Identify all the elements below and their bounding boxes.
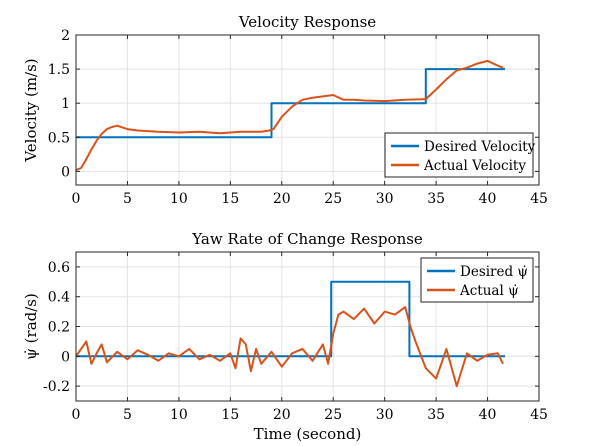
legend-label-1: Desired Velocity	[424, 139, 536, 155]
legend-label-2: Actual ψ̇	[459, 283, 519, 299]
legend-label-2: Actual Velocity	[423, 158, 526, 174]
series-group	[75, 59, 505, 171]
x-tick-label: 20	[273, 407, 291, 423]
x-tick-label: 45	[530, 191, 548, 207]
y-axis-label: ψ̇ (rad/s)	[22, 293, 40, 360]
x-tick-label: 10	[170, 191, 188, 207]
y-tick-label: 0.6	[48, 260, 70, 276]
y-axis: 0 0.5 1 1.5 2	[48, 28, 539, 180]
y-tick-label: 0	[61, 349, 70, 365]
y-tick-label: 0.5	[48, 130, 70, 146]
chart-title: Velocity Response	[238, 13, 376, 31]
y-axis: -0.2 0 0.2 0.4 0.6	[43, 260, 539, 395]
series-line-2	[75, 306, 504, 388]
y-tick-label: 0.2	[48, 320, 70, 336]
series-line-2	[75, 59, 504, 171]
y-tick-label: 1.5	[48, 62, 70, 78]
x-tick-label: 0	[72, 407, 81, 423]
x-tick-label: 15	[221, 407, 239, 423]
x-tick-label: 40	[479, 191, 497, 207]
y-tick-label: 1	[61, 96, 70, 112]
x-tick-label: 35	[427, 407, 445, 423]
y-tick-label: -0.2	[43, 379, 70, 395]
legend: Desired ψ̇ Actual ψ̇	[420, 257, 534, 303]
y-axis-label: Velocity (m/s)	[22, 58, 40, 162]
x-tick-label: 30	[376, 191, 394, 207]
x-tick-label: 35	[427, 191, 445, 207]
x-tick-label: 45	[530, 407, 548, 423]
x-tick-label: 40	[479, 407, 497, 423]
y-tick-label: 0.4	[48, 290, 70, 306]
series-group	[75, 280, 505, 388]
legend-box	[420, 257, 534, 303]
legend: Desired Velocity Actual Velocity	[384, 132, 536, 178]
x-tick-label: 0	[72, 191, 81, 207]
x-tick-label: 25	[324, 407, 342, 423]
chart-title: Yaw Rate of Change Response	[191, 230, 423, 248]
series-line-1	[76, 68, 505, 139]
y-tick-label: 0	[61, 164, 70, 180]
x-tick-label: 30	[376, 407, 394, 423]
y-tick-label: 2	[61, 28, 70, 44]
x-tick-label: 10	[170, 407, 188, 423]
x-axis-label: Time (second)	[254, 425, 362, 443]
legend-label-1: Desired ψ̇	[460, 264, 528, 280]
x-axis: 0 5 10 15 20 25 30 35 40 45	[72, 252, 548, 423]
x-tick-label: 15	[221, 191, 239, 207]
chart-1: 0 5 10 15 20 25 30 35 40 45 0 0.5 1 1.5 2 Velocity Resp…	[22, 13, 548, 207]
axes-box	[75, 34, 540, 186]
x-axis: 0 5 10 15 20 25 30 35 40 45	[72, 35, 548, 207]
x-tick-label: 5	[123, 191, 132, 207]
x-tick-label: 5	[123, 407, 132, 423]
x-tick-label: 25	[324, 191, 342, 207]
legend-box	[384, 132, 534, 178]
x-tick-label: 20	[273, 191, 291, 207]
